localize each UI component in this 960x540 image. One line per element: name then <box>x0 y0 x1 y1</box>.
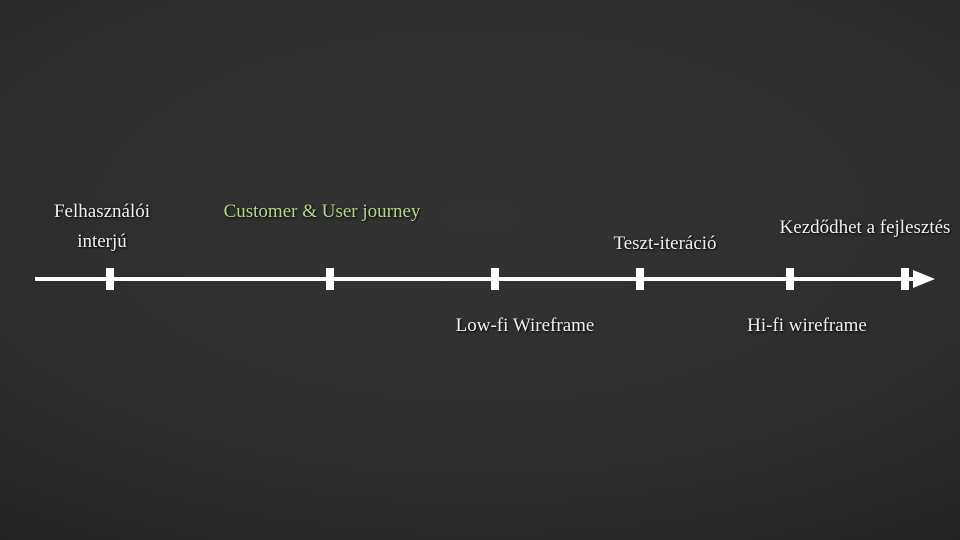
timeline-tick <box>491 268 499 290</box>
timeline-tick <box>106 268 114 290</box>
timeline-arrowhead-icon <box>913 270 935 288</box>
timeline-tick <box>326 268 334 290</box>
timeline-tick <box>786 268 794 290</box>
timeline-axis <box>0 0 960 540</box>
timeline-tick <box>901 268 909 290</box>
timeline-tick <box>636 268 644 290</box>
